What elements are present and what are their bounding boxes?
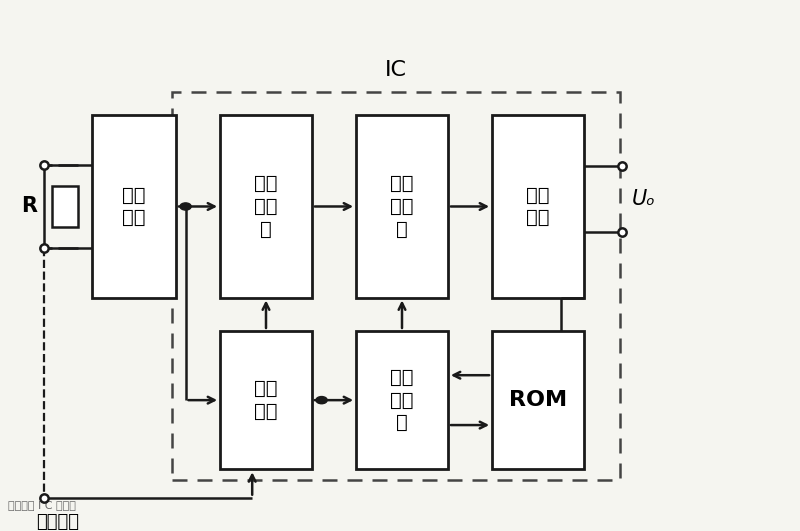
Text: R: R — [22, 196, 38, 217]
Text: ROM: ROM — [509, 390, 567, 410]
Bar — [92, 115, 176, 297]
Circle shape — [316, 397, 327, 404]
Text: 音调
发生
器: 音调 发生 器 — [254, 174, 278, 239]
Bar — [492, 331, 584, 469]
Text: 全球最大 I C 采购网: 全球最大 I C 采购网 — [8, 500, 76, 510]
Text: 速度
控制: 速度 控制 — [254, 379, 278, 421]
Bar — [356, 331, 448, 469]
Text: 驱动
电路: 驱动 电路 — [526, 186, 550, 227]
Text: 节奏
发生
器: 节奏 发生 器 — [390, 368, 414, 432]
Text: IC: IC — [385, 59, 407, 80]
Text: Uₒ: Uₒ — [632, 189, 656, 209]
Bar — [356, 115, 448, 297]
Text: 包络
发生
器: 包络 发生 器 — [390, 174, 414, 239]
Bar — [172, 92, 620, 479]
Bar — [492, 115, 584, 297]
Bar — [220, 331, 312, 469]
Text: 振荡
电路: 振荡 电路 — [122, 186, 146, 227]
Text: 触发信号: 触发信号 — [36, 513, 79, 531]
Circle shape — [180, 203, 191, 210]
Bar — [220, 115, 312, 297]
Bar — [52, 185, 78, 227]
